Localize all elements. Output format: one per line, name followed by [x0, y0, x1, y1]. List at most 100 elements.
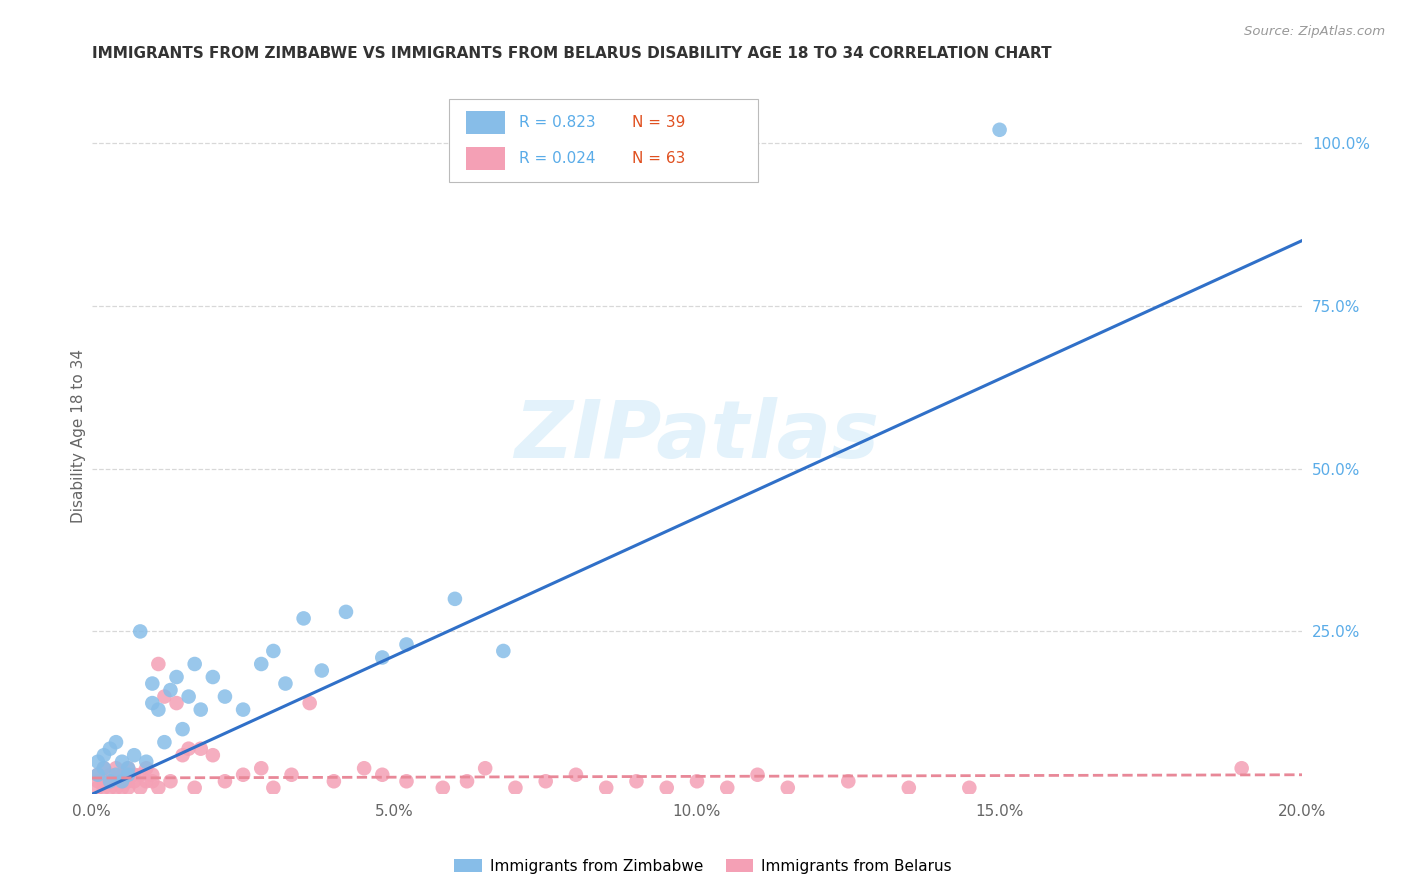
Point	[122, 748, 145, 763]
Point	[371, 768, 394, 782]
Point	[183, 780, 205, 795]
Point	[957, 780, 980, 795]
Point	[87, 780, 110, 795]
Point	[148, 703, 170, 717]
Point	[98, 774, 121, 789]
Point	[492, 644, 515, 658]
Point	[122, 768, 145, 782]
Point	[776, 780, 799, 795]
Point	[122, 774, 145, 789]
Text: N = 39: N = 39	[631, 115, 685, 130]
Point	[105, 774, 128, 789]
Point	[505, 780, 527, 795]
Point	[141, 774, 163, 789]
Point	[534, 774, 557, 789]
Point	[166, 670, 188, 684]
Text: Source: ZipAtlas.com: Source: ZipAtlas.com	[1244, 25, 1385, 38]
Point	[93, 748, 115, 763]
Point	[111, 755, 134, 769]
Point	[716, 780, 738, 795]
Point	[177, 690, 200, 704]
Point	[172, 748, 194, 763]
Point	[201, 670, 224, 684]
Y-axis label: Disability Age 18 to 34: Disability Age 18 to 34	[72, 349, 86, 523]
Point	[837, 774, 859, 789]
Point	[232, 768, 254, 782]
Point	[456, 774, 478, 789]
Point	[298, 696, 321, 710]
Text: ZIPatlas: ZIPatlas	[515, 397, 880, 475]
Point	[93, 780, 115, 795]
Point	[274, 676, 297, 690]
Point	[93, 761, 115, 775]
Point	[166, 696, 188, 710]
Point	[117, 761, 139, 775]
Point	[105, 768, 128, 782]
Point	[322, 774, 344, 789]
Point	[148, 780, 170, 795]
Text: R = 0.823: R = 0.823	[519, 115, 596, 130]
Point	[395, 637, 418, 651]
Point	[177, 741, 200, 756]
Point	[172, 722, 194, 736]
Point	[183, 657, 205, 671]
Point	[129, 768, 152, 782]
Text: R = 0.024: R = 0.024	[519, 151, 596, 166]
Point	[214, 774, 236, 789]
FancyBboxPatch shape	[465, 147, 505, 170]
Point	[159, 774, 181, 789]
Point	[93, 761, 115, 775]
Point	[129, 780, 152, 795]
Point	[311, 664, 333, 678]
Point	[141, 696, 163, 710]
Point	[117, 780, 139, 795]
Point	[262, 644, 284, 658]
Point	[565, 768, 588, 782]
Point	[1230, 761, 1253, 775]
Point	[201, 748, 224, 763]
Point	[93, 774, 115, 789]
Point	[105, 780, 128, 795]
Point	[897, 780, 920, 795]
Point	[292, 611, 315, 625]
Point	[87, 768, 110, 782]
Point	[153, 735, 176, 749]
Text: IMMIGRANTS FROM ZIMBABWE VS IMMIGRANTS FROM BELARUS DISABILITY AGE 18 TO 34 CORR: IMMIGRANTS FROM ZIMBABWE VS IMMIGRANTS F…	[91, 46, 1052, 62]
Point	[111, 768, 134, 782]
Point	[988, 122, 1011, 136]
Point	[190, 741, 212, 756]
Point	[135, 774, 157, 789]
Point	[98, 768, 121, 782]
Point	[250, 657, 273, 671]
Point	[686, 774, 709, 789]
Point	[190, 703, 212, 717]
Legend: Immigrants from Zimbabwe, Immigrants from Belarus: Immigrants from Zimbabwe, Immigrants fro…	[449, 853, 957, 880]
FancyBboxPatch shape	[449, 99, 758, 182]
Point	[474, 761, 496, 775]
Point	[129, 624, 152, 639]
Text: N = 63: N = 63	[631, 151, 685, 166]
Point	[105, 735, 128, 749]
Point	[747, 768, 769, 782]
Point	[626, 774, 648, 789]
Point	[98, 780, 121, 795]
Point	[655, 780, 678, 795]
Point	[98, 741, 121, 756]
Point	[353, 761, 375, 775]
Point	[135, 761, 157, 775]
Point	[117, 761, 139, 775]
Point	[395, 774, 418, 789]
Point	[444, 591, 467, 606]
Point	[141, 768, 163, 782]
Point	[141, 676, 163, 690]
Point	[105, 761, 128, 775]
FancyBboxPatch shape	[465, 111, 505, 134]
Point	[117, 774, 139, 789]
Point	[148, 657, 170, 671]
Point	[432, 780, 454, 795]
Point	[214, 690, 236, 704]
Point	[87, 755, 110, 769]
Point	[111, 774, 134, 789]
Point	[595, 780, 617, 795]
Point	[262, 780, 284, 795]
